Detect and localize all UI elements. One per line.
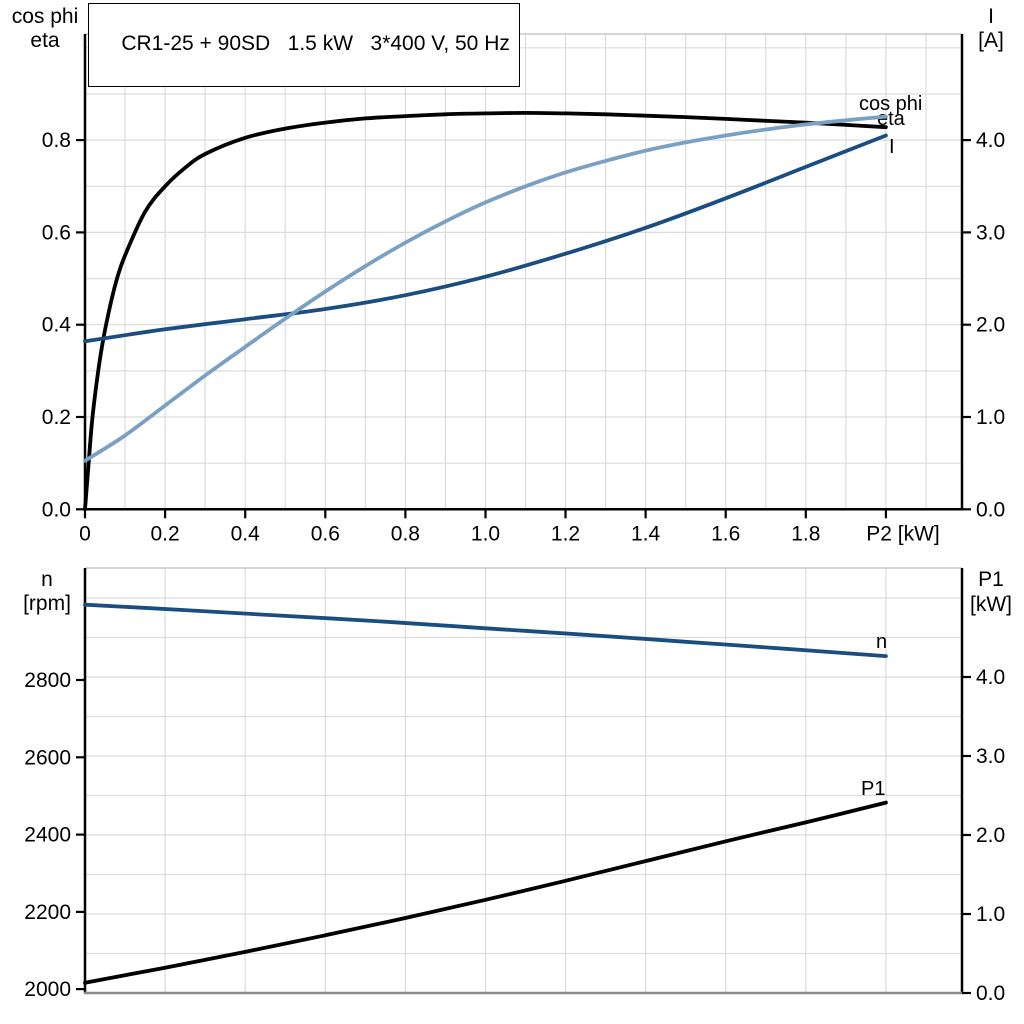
right-tick-label: 1.0 [976, 903, 1005, 926]
eta-curve-label: eta [877, 108, 906, 130]
left-tick-label: 2800 [24, 669, 71, 692]
left-tick-label: 2600 [24, 746, 71, 769]
right-tick-label: 4.0 [976, 129, 1005, 152]
left-axis-label: cos phi [12, 5, 79, 28]
x-tick-label: 0.4 [231, 522, 261, 545]
x-tick-label: 1.8 [791, 522, 820, 545]
x-tick-label: 1.6 [711, 522, 740, 545]
left-tick-label: 0.2 [42, 406, 71, 429]
right-tick-label: 0.0 [976, 982, 1005, 1005]
eta-curve [83, 111, 888, 512]
right-tick-label: 1.0 [976, 406, 1005, 429]
n-curve [83, 602, 888, 658]
left-tick-label: 2200 [24, 901, 71, 924]
left-tick-label: 0.4 [42, 314, 72, 337]
tick-labels: 2000 2200 2400 2600 2800 0.0 1.0 2.0 3.0 4.0 [24, 666, 1005, 1005]
left-tick-label: 2400 [24, 824, 71, 847]
right-axis-label: I [988, 5, 994, 28]
left-axis-label: n [41, 568, 53, 591]
right-tick-label: 0.0 [976, 498, 1005, 521]
right-axis-label: [kW] [970, 593, 1012, 616]
bottom-chart: 200022002400260028000.01.02.03.04.0n[rpm… [23, 567, 1012, 1005]
left-tick-label: 0.8 [42, 129, 71, 152]
tick-labels: 0.0 0.2 0.4 0.6 0.8 0.0 1.0 2.0 3.0 4.0 0 0.2 0.4 0.6… [42, 129, 1005, 545]
x-tick-label: 0 [79, 522, 91, 545]
x-tick-label: 0.8 [391, 522, 420, 545]
right-tick-label: 4.0 [976, 666, 1005, 689]
tick-marks [76, 675, 971, 995]
x-tick-label: 0.6 [311, 522, 340, 545]
I-curve [83, 133, 888, 344]
x-tick-label: 1.2 [551, 522, 580, 545]
right-tick-label: 3.0 [976, 221, 1005, 244]
right-axis-label: [A] [978, 29, 1004, 52]
x-tick-label: 1.0 [471, 522, 500, 545]
right-tick-label: 2.0 [976, 314, 1005, 337]
left-tick-label: 0.0 [42, 498, 71, 521]
left-tick-label: 2000 [24, 978, 71, 1001]
x-tick-label: 1.4 [631, 522, 661, 545]
right-tick-label: 2.0 [976, 824, 1005, 847]
I-curve-label: I [889, 136, 895, 158]
chart-title: CR1-25 + 90SD 1.5 kW 3*400 V, 50 Hz [121, 32, 510, 55]
top-chart: 0.0 0.2 0.4 0.6 0.8 0.0 1.0 2.0 3.0 4.0 0 0.2 0.4 0.6… [12, 5, 1005, 545]
axis-corner-labels: n[rpm] P1[kW] [23, 568, 1012, 616]
right-tick-label: 3.0 [976, 745, 1005, 768]
P1-curve-label: P1 [861, 778, 885, 800]
tick-marks [76, 139, 971, 519]
n-curve-label: n [876, 631, 887, 653]
chart-title-box: CR1-25 + 90SD 1.5 kW 3*400 V, 50 Hz [88, 3, 520, 87]
x-axis-label: P2 [kW] [866, 522, 940, 545]
left-axis-label: [rpm] [23, 592, 71, 615]
cos phi-curve-label: cos phi [859, 93, 922, 115]
left-tick-label: 0.6 [42, 221, 71, 244]
right-axis-label: P1 [978, 568, 1004, 591]
x-tick-label: 0.2 [150, 522, 179, 545]
cos phi-curve [83, 114, 888, 463]
grid-lines [85, 34, 962, 510]
left-axis-label: eta [30, 29, 60, 52]
P1-curve [83, 800, 888, 985]
